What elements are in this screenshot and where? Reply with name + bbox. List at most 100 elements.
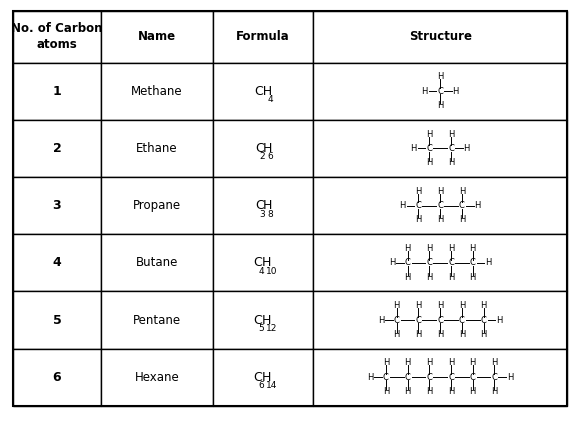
- Text: C: C: [426, 144, 432, 153]
- Text: 8: 8: [268, 210, 273, 219]
- Text: C: C: [437, 201, 443, 210]
- Bar: [313, 11, 567, 63]
- Text: H: H: [404, 273, 411, 282]
- Bar: [101, 291, 213, 349]
- Text: H: H: [415, 215, 422, 224]
- Text: H: H: [367, 373, 374, 382]
- Text: C: C: [491, 373, 498, 382]
- Text: H: H: [383, 387, 389, 396]
- Text: H: H: [459, 301, 465, 310]
- Text: H: H: [415, 330, 422, 339]
- Bar: [213, 349, 313, 406]
- Text: C: C: [404, 373, 411, 382]
- Bar: [101, 234, 213, 291]
- Text: C: C: [383, 373, 389, 382]
- Text: H: H: [452, 87, 459, 96]
- Text: 4: 4: [268, 95, 273, 104]
- Text: H: H: [480, 330, 487, 339]
- Text: C: C: [254, 371, 263, 384]
- Text: H: H: [485, 258, 491, 267]
- Text: H: H: [459, 330, 465, 339]
- Text: C: C: [415, 316, 422, 325]
- Text: H: H: [448, 244, 454, 253]
- Text: 2: 2: [53, 142, 61, 155]
- Text: H: H: [383, 358, 389, 367]
- Bar: [13, 349, 101, 406]
- Text: C: C: [254, 256, 263, 270]
- Bar: [213, 63, 313, 120]
- Bar: [213, 177, 313, 234]
- Bar: [313, 349, 567, 406]
- Text: C: C: [415, 201, 422, 210]
- Text: H: H: [470, 358, 476, 367]
- Text: C: C: [254, 313, 263, 327]
- Text: H: H: [496, 316, 502, 325]
- Text: H: H: [394, 330, 400, 339]
- Text: Ethane: Ethane: [136, 142, 178, 155]
- Bar: [13, 11, 101, 63]
- Text: 14: 14: [267, 381, 277, 390]
- Text: H: H: [437, 101, 443, 110]
- Text: C: C: [448, 144, 454, 153]
- Text: H: H: [448, 158, 454, 167]
- Bar: [313, 177, 567, 234]
- Bar: [13, 11, 567, 406]
- Text: 6: 6: [258, 381, 264, 390]
- Text: H: H: [411, 144, 417, 153]
- Bar: [13, 291, 101, 349]
- Text: H: H: [470, 387, 476, 396]
- Text: H: H: [426, 387, 432, 396]
- Text: C: C: [437, 316, 443, 325]
- Text: C: C: [426, 258, 432, 267]
- Text: H: H: [400, 201, 406, 210]
- Bar: [213, 234, 313, 291]
- Text: 4: 4: [53, 256, 61, 270]
- Text: 5: 5: [53, 313, 61, 327]
- Bar: [313, 291, 567, 349]
- Text: H: H: [448, 130, 454, 139]
- Text: H: H: [426, 244, 432, 253]
- Text: C: C: [394, 316, 400, 325]
- Text: H: H: [415, 301, 422, 310]
- Bar: [101, 349, 213, 406]
- Text: H: H: [404, 244, 411, 253]
- Bar: [101, 63, 213, 120]
- Text: H: H: [507, 373, 513, 382]
- Text: Structure: Structure: [408, 30, 472, 43]
- Text: H: H: [437, 301, 443, 310]
- Text: H: H: [448, 273, 454, 282]
- Text: H: H: [437, 215, 443, 224]
- Text: H: H: [404, 358, 411, 367]
- Text: H: H: [426, 273, 432, 282]
- Text: H: H: [470, 244, 476, 253]
- Text: H: H: [262, 256, 271, 270]
- Text: H: H: [426, 130, 432, 139]
- Text: 2: 2: [259, 152, 265, 161]
- Bar: [13, 120, 101, 177]
- Text: H: H: [422, 87, 428, 96]
- Text: 1: 1: [53, 84, 61, 98]
- Text: 3: 3: [259, 210, 265, 219]
- Text: 6: 6: [53, 371, 61, 384]
- Text: Name: Name: [138, 30, 176, 43]
- Text: H: H: [470, 273, 476, 282]
- Text: Hexane: Hexane: [134, 371, 180, 384]
- Text: H: H: [378, 316, 384, 325]
- Text: Butane: Butane: [136, 256, 178, 270]
- Bar: [313, 234, 567, 291]
- Bar: [101, 120, 213, 177]
- Text: H: H: [459, 187, 465, 196]
- Bar: [13, 177, 101, 234]
- Bar: [13, 63, 101, 120]
- Bar: [101, 177, 213, 234]
- Bar: [13, 234, 101, 291]
- Text: Pentane: Pentane: [133, 313, 181, 327]
- Text: H: H: [389, 258, 395, 267]
- Text: Methane: Methane: [131, 84, 183, 98]
- Text: H: H: [480, 301, 487, 310]
- Text: H: H: [491, 387, 498, 396]
- Text: C: C: [459, 201, 465, 210]
- Text: H: H: [263, 199, 272, 212]
- Bar: [313, 120, 567, 177]
- Text: No. of Carbon
atoms: No. of Carbon atoms: [11, 22, 102, 51]
